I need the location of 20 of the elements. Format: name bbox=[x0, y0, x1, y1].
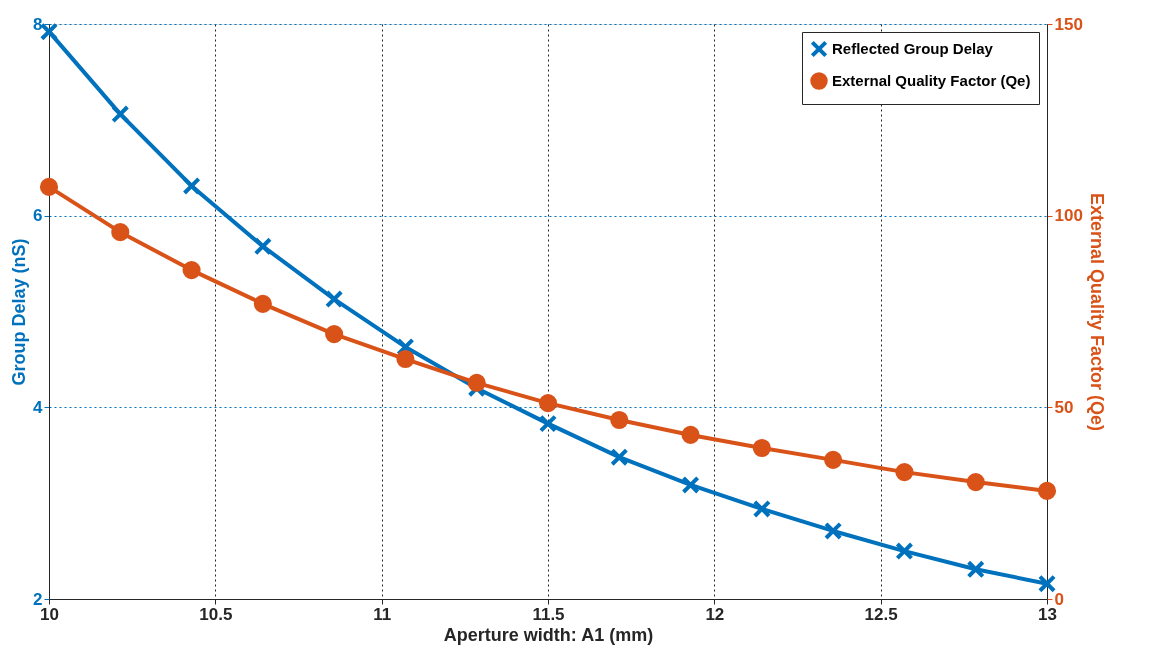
y-axis-title: Group Delay (nS) bbox=[9, 238, 30, 386]
legend-label: Reflected Group Delay bbox=[832, 40, 994, 57]
x-tick-label: 13 bbox=[1038, 604, 1057, 624]
x-tick-label: 11 bbox=[373, 604, 392, 624]
y-tick-label: 8 bbox=[33, 14, 43, 34]
y-tick-label: 2 bbox=[33, 589, 43, 609]
y2-axis-title: External Quality Factor (Qe) bbox=[1086, 192, 1107, 432]
y2-tick-label: 0 bbox=[1054, 589, 1064, 609]
x-axis-title: Aperture width: A1 (mm) bbox=[443, 624, 654, 645]
x-tick-label: 12.5 bbox=[864, 604, 898, 624]
y2-tick-label: 150 bbox=[1054, 14, 1083, 34]
legend-label: External Quality Factor (Qe) bbox=[832, 72, 1031, 89]
x-tick-label: 10 bbox=[40, 604, 59, 624]
y-tick-label: 6 bbox=[33, 206, 43, 226]
x-tick-label: 10.5 bbox=[199, 604, 233, 624]
y-tick-label: 4 bbox=[33, 397, 44, 417]
y2-tick-label: 100 bbox=[1054, 206, 1083, 226]
x-tick-label: 12 bbox=[705, 604, 725, 624]
y2-tick-label: 50 bbox=[1054, 397, 1074, 417]
x-tick-label: 11.5 bbox=[532, 604, 565, 624]
